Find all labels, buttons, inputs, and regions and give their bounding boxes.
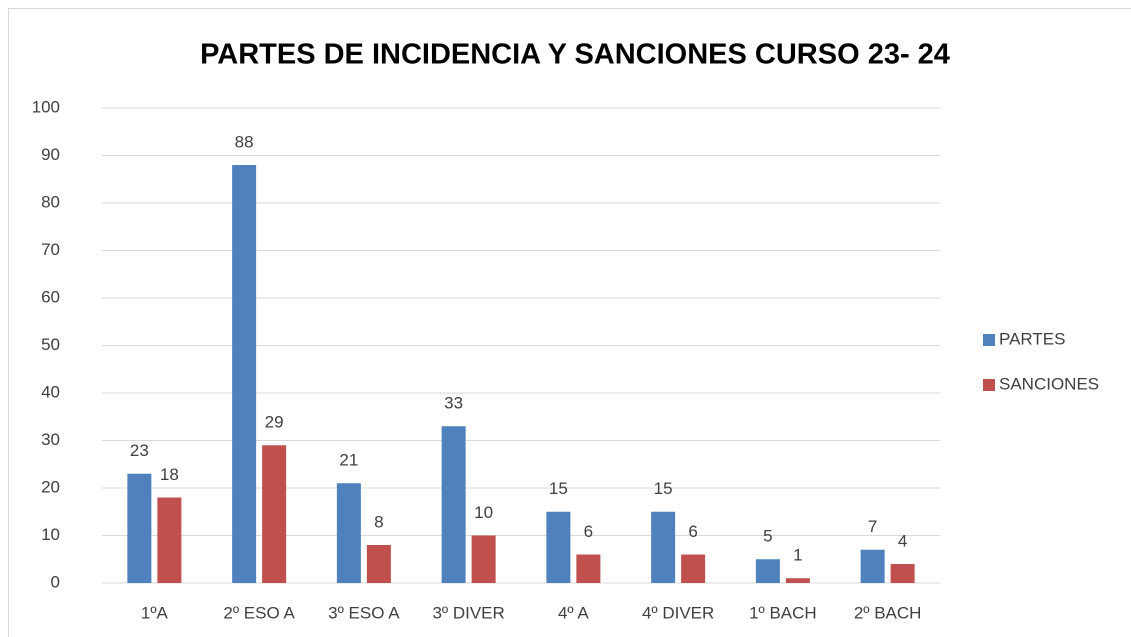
bar xyxy=(576,554,601,583)
bar xyxy=(441,426,466,583)
data-label: 33 xyxy=(444,394,463,413)
data-label: 7 xyxy=(868,517,877,536)
bar xyxy=(471,535,496,583)
y-tick-label: 100 xyxy=(32,97,60,116)
data-label: 1 xyxy=(793,546,802,565)
data-label: 15 xyxy=(654,479,673,498)
x-tick-label: 4º A xyxy=(558,603,589,622)
bar xyxy=(546,511,571,583)
y-tick-label: 0 xyxy=(51,572,60,591)
bar xyxy=(262,445,287,583)
bar xyxy=(157,497,182,583)
legend-swatch xyxy=(983,379,995,391)
bar xyxy=(860,549,885,583)
bar xyxy=(336,483,361,583)
x-tick-label: 1ºA xyxy=(141,603,169,622)
bar xyxy=(681,554,706,583)
x-tick-label: 2º BACH xyxy=(854,603,922,622)
bar xyxy=(232,165,257,583)
x-tick-label: 2º ESO A xyxy=(223,603,295,622)
data-label: 23 xyxy=(130,441,149,460)
data-label: 10 xyxy=(474,503,493,522)
y-tick-label: 80 xyxy=(41,192,60,211)
data-label: 5 xyxy=(763,527,772,546)
bar xyxy=(366,545,391,583)
bar xyxy=(785,578,810,583)
data-label: 18 xyxy=(160,465,179,484)
data-label: 6 xyxy=(584,522,593,541)
y-tick-label: 40 xyxy=(41,382,60,401)
data-label: 21 xyxy=(339,451,358,470)
x-tick-label: 3º DIVER xyxy=(432,603,504,622)
y-tick-label: 50 xyxy=(41,335,60,354)
x-tick-label: 4º DIVER xyxy=(642,603,714,622)
data-label: 29 xyxy=(265,413,284,432)
bar xyxy=(755,559,780,583)
y-tick-label: 70 xyxy=(41,240,60,259)
bar xyxy=(890,564,915,583)
data-label: 4 xyxy=(898,531,907,550)
y-tick-label: 10 xyxy=(41,525,60,544)
data-label: 15 xyxy=(549,479,568,498)
chart-title: PARTES DE INCIDENCIA Y SANCIONES CURSO 2… xyxy=(200,39,950,71)
legend-label: PARTES xyxy=(999,329,1065,348)
data-label: 6 xyxy=(688,522,697,541)
bar xyxy=(127,473,152,583)
data-label: 88 xyxy=(235,132,254,151)
y-tick-label: 30 xyxy=(41,430,60,449)
legend-swatch xyxy=(983,334,995,346)
y-tick-label: 20 xyxy=(41,477,60,496)
bar xyxy=(651,511,676,583)
x-tick-label: 1º BACH xyxy=(749,603,817,622)
y-tick-label: 90 xyxy=(41,145,60,164)
y-tick-label: 60 xyxy=(41,287,60,306)
data-label: 8 xyxy=(374,512,383,531)
legend-label: SANCIONES xyxy=(999,374,1099,393)
x-tick-label: 3º ESO A xyxy=(328,603,400,622)
